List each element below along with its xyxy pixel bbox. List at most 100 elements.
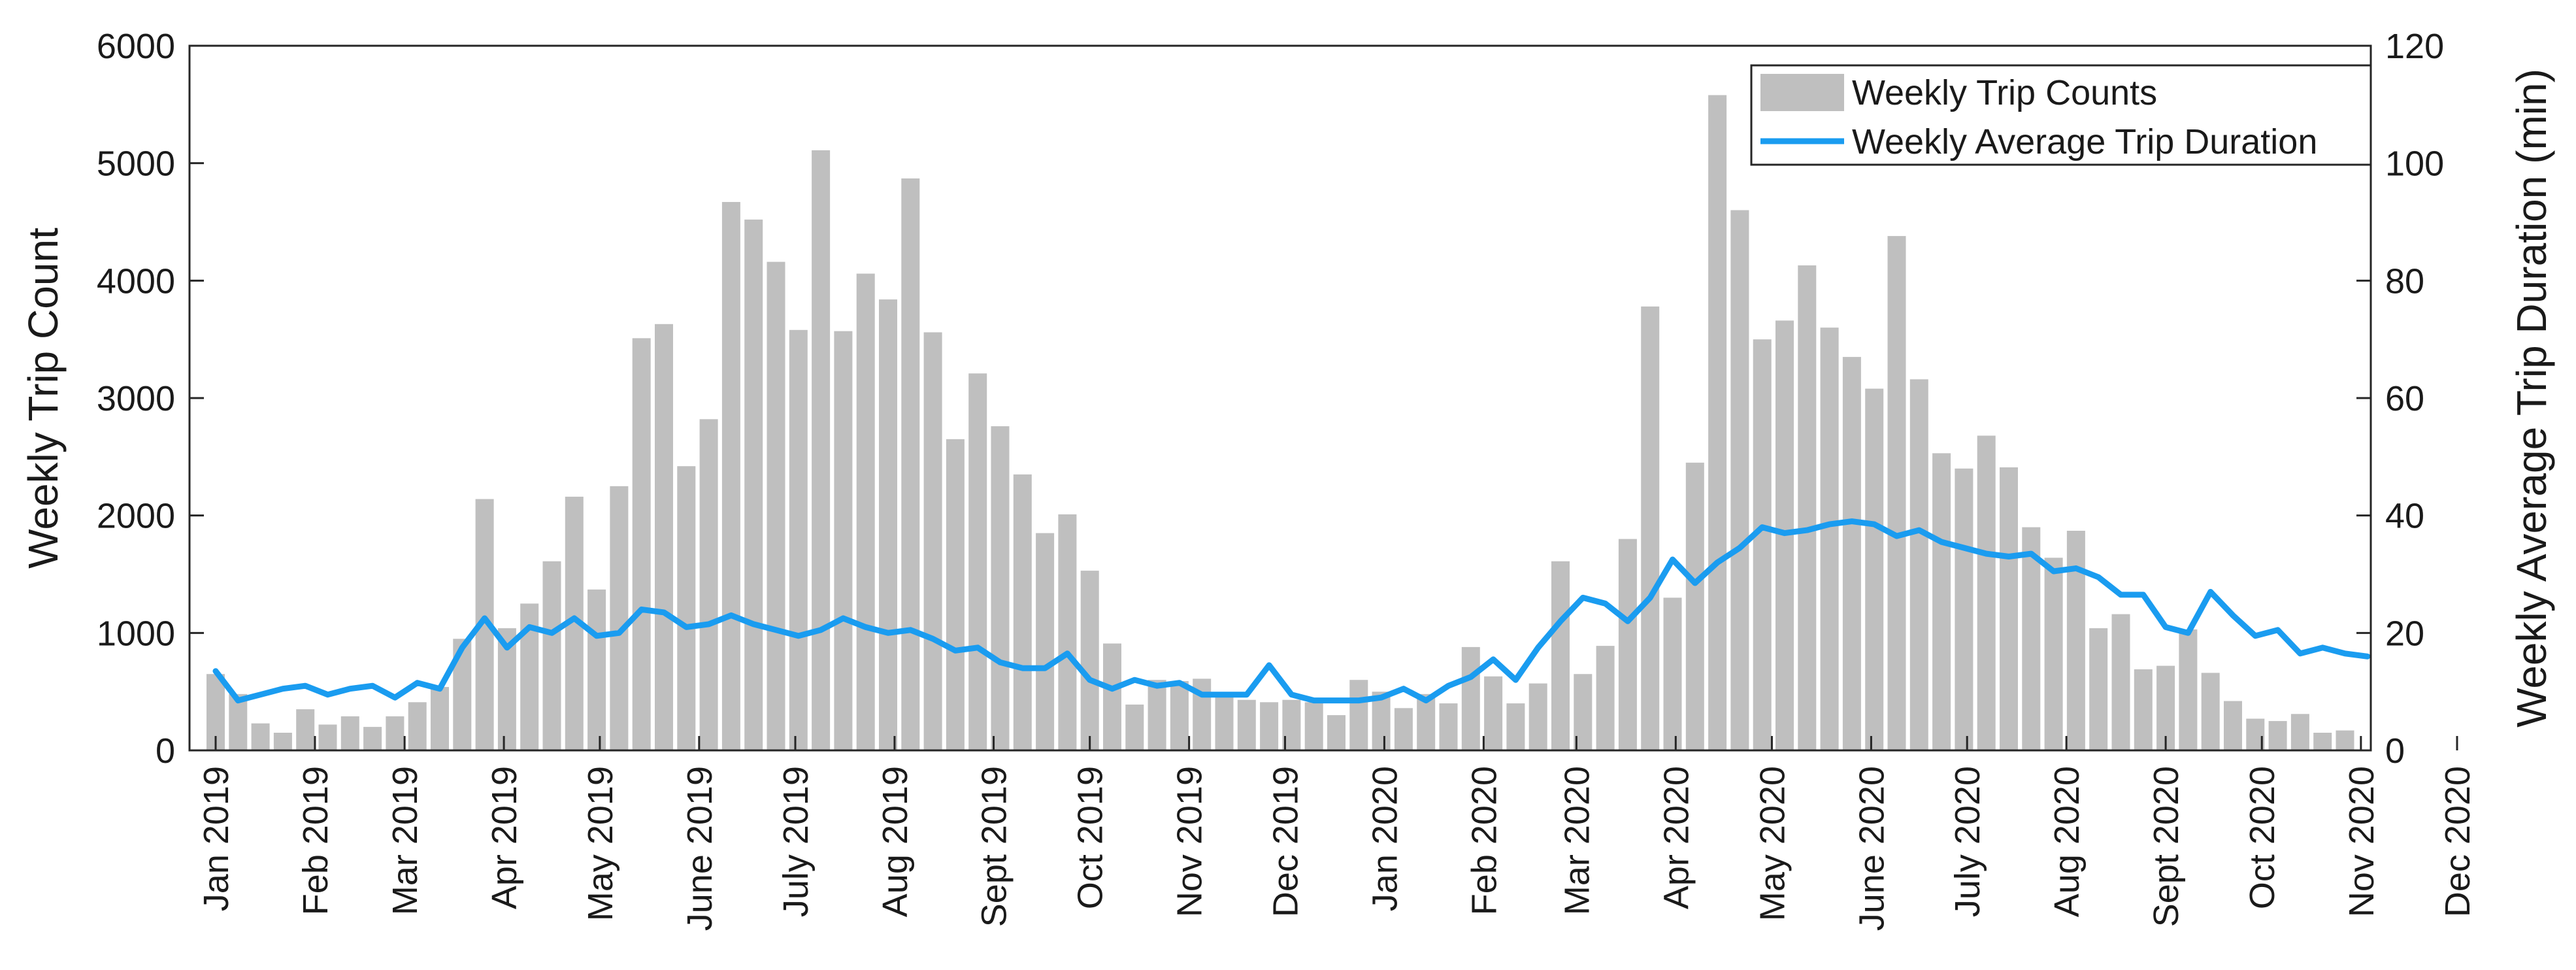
x-tick-label: Feb 2019 xyxy=(296,766,335,915)
bar-week-35 xyxy=(968,373,987,750)
bar-week-54 xyxy=(1394,708,1413,750)
bar-week-68 xyxy=(1708,95,1727,750)
bar-week-67 xyxy=(1685,462,1704,750)
bar-week-7 xyxy=(340,716,359,750)
x-tick-label: Feb 2020 xyxy=(1464,766,1504,915)
bar-week-89 xyxy=(2179,629,2198,750)
bar-week-96 xyxy=(2336,730,2354,750)
bar-week-84 xyxy=(2066,531,2085,750)
bar-week-48 xyxy=(1260,702,1279,750)
bar-week-23 xyxy=(699,419,718,750)
x-tick-label: Nov 2020 xyxy=(2342,766,2381,917)
x-tick-label: Nov 2019 xyxy=(1170,766,1210,917)
bar-week-57 xyxy=(1461,646,1480,750)
right-tick-label: 40 xyxy=(2385,497,2424,536)
bar-week-87 xyxy=(2134,669,2153,750)
bar-week-66 xyxy=(1663,597,1682,750)
x-tick-label: June 2019 xyxy=(680,766,719,931)
bar-week-8 xyxy=(363,727,382,750)
bar-week-20 xyxy=(632,338,651,750)
legend-bar-swatch xyxy=(1760,74,1844,111)
bar-week-2 xyxy=(229,694,248,750)
left-tick-label: 1000 xyxy=(97,614,175,653)
bar-week-42 xyxy=(1125,704,1144,750)
x-tick-label: Apr 2020 xyxy=(1657,766,1696,909)
bar-week-95 xyxy=(2313,733,2332,750)
bar-week-6 xyxy=(318,724,337,750)
bar-week-11 xyxy=(431,687,449,750)
bar-week-51 xyxy=(1327,715,1346,750)
x-tick-label: Sept 2019 xyxy=(975,766,1014,927)
bar-week-78 xyxy=(1932,453,1951,750)
bar-week-60 xyxy=(1528,683,1547,750)
x-tick-label: July 2019 xyxy=(776,766,816,917)
right-tick-label: 100 xyxy=(2385,144,2444,184)
bar-week-33 xyxy=(923,332,942,750)
bar-week-94 xyxy=(2290,714,2309,750)
bar-week-82 xyxy=(2022,527,2041,750)
bar-week-36 xyxy=(991,426,1010,750)
bar-week-79 xyxy=(1955,468,1973,750)
bar-week-74 xyxy=(1842,357,1861,750)
bar-week-37 xyxy=(1013,474,1032,750)
bar-week-64 xyxy=(1618,539,1637,750)
bar-week-30 xyxy=(856,273,875,751)
bar-week-69 xyxy=(1730,210,1749,750)
bar-week-55 xyxy=(1417,694,1436,750)
bar-week-40 xyxy=(1080,571,1099,750)
bar-week-81 xyxy=(2000,467,2018,750)
bar-week-63 xyxy=(1596,646,1615,750)
left-tick-label: 2000 xyxy=(97,497,175,536)
left-y-axis: 0 1000 2000 3000 4000 5000 6000 xyxy=(97,27,204,771)
x-tick-label: Oct 2019 xyxy=(1071,766,1110,909)
bar-week-4 xyxy=(273,733,292,750)
bar-week-38 xyxy=(1036,533,1055,750)
bar-week-21 xyxy=(655,324,673,750)
bar-week-76 xyxy=(1887,236,1906,751)
bar-week-22 xyxy=(677,466,696,750)
x-tick-label: Apr 2019 xyxy=(485,766,524,909)
bar-week-46 xyxy=(1215,695,1234,750)
bar-week-50 xyxy=(1304,702,1323,750)
bar-week-34 xyxy=(946,439,965,750)
bar-week-43 xyxy=(1148,680,1166,750)
legend-label-trip-counts: Weekly Trip Counts xyxy=(1852,73,2157,112)
bar-week-86 xyxy=(2111,614,2130,750)
bar-week-18 xyxy=(587,589,606,750)
legend-box xyxy=(1750,64,2372,166)
bar-week-72 xyxy=(1798,265,1817,750)
bar-week-75 xyxy=(1865,388,1884,750)
bar-week-25 xyxy=(744,219,763,750)
bar-week-9 xyxy=(386,716,405,750)
bar-week-77 xyxy=(1909,379,1928,750)
x-tick-label: Sept 2020 xyxy=(2147,766,2186,927)
bar-week-19 xyxy=(610,486,629,751)
bar-week-16 xyxy=(542,561,561,750)
bar-week-56 xyxy=(1439,703,1458,750)
right-tick-label: 60 xyxy=(2385,379,2424,418)
bar-week-44 xyxy=(1170,681,1189,750)
bar-week-85 xyxy=(2089,628,2108,750)
right-y-axis: 0 20 40 60 80 100 120 xyxy=(2356,27,2444,771)
x-tick-label: Jan 2020 xyxy=(1365,766,1404,911)
x-tick-label: Mar 2020 xyxy=(1557,766,1596,915)
x-tick-label: Mar 2019 xyxy=(386,766,425,915)
bar-week-65 xyxy=(1641,306,1660,750)
x-tick-label: Jan 2019 xyxy=(197,766,236,911)
bar-week-32 xyxy=(901,178,920,750)
left-tick-label: 4000 xyxy=(97,261,175,301)
left-tick-label: 5000 xyxy=(97,144,175,184)
bar-week-31 xyxy=(879,299,897,751)
x-tick-label: Dec 2020 xyxy=(2438,766,2477,917)
bar-week-52 xyxy=(1349,680,1368,750)
legend: Weekly Trip Counts Weekly Average Trip D… xyxy=(1750,64,2372,166)
right-tick-label: 20 xyxy=(2385,614,2424,653)
bar-week-59 xyxy=(1506,703,1525,750)
bar-week-93 xyxy=(2268,721,2287,750)
bar-week-27 xyxy=(789,329,808,750)
bar-week-47 xyxy=(1237,699,1256,750)
bar-week-90 xyxy=(2201,673,2220,750)
left-tick-label: 0 xyxy=(156,731,175,771)
duration-line xyxy=(212,518,2371,704)
